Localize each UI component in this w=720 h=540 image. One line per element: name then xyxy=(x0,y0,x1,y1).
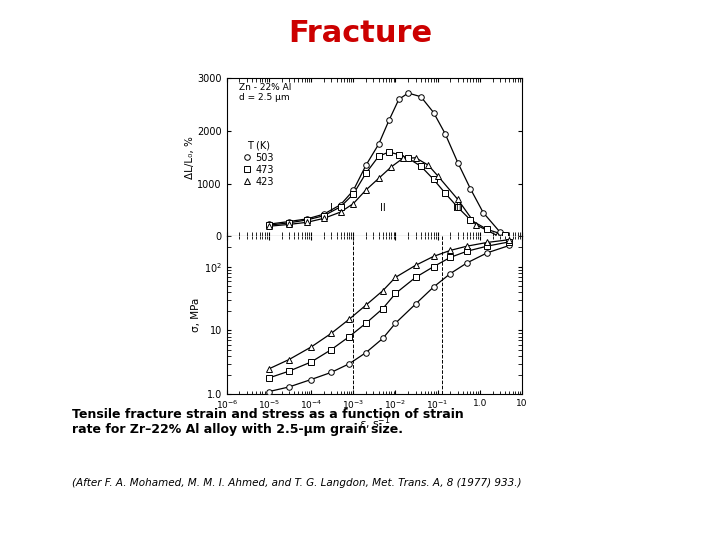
X-axis label: $\dot{\varepsilon}$, s$^{-1}$: $\dot{\varepsilon}$, s$^{-1}$ xyxy=(359,414,390,432)
Y-axis label: σ, MPa: σ, MPa xyxy=(191,298,201,332)
Text: Tensile fracture strain and stress as a function of strain
rate for Zr–22% Al al: Tensile fracture strain and stress as a … xyxy=(72,408,464,436)
Legend: 503, 473, 423: 503, 473, 423 xyxy=(243,141,274,186)
Text: II: II xyxy=(380,202,386,213)
Text: I: I xyxy=(330,202,333,213)
Text: Zn - 22% Al
d = 2.5 μm: Zn - 22% Al d = 2.5 μm xyxy=(238,83,291,103)
Text: Fracture: Fracture xyxy=(288,19,432,48)
Y-axis label: ΔL/L₀, %: ΔL/L₀, % xyxy=(184,136,194,179)
Text: (After F. A. Mohamed, M. M. I. Ahmed, and T. G. Langdon, Met. Trans. A, 8 (1977): (After F. A. Mohamed, M. M. I. Ahmed, an… xyxy=(72,478,521,488)
Text: III: III xyxy=(454,202,462,213)
